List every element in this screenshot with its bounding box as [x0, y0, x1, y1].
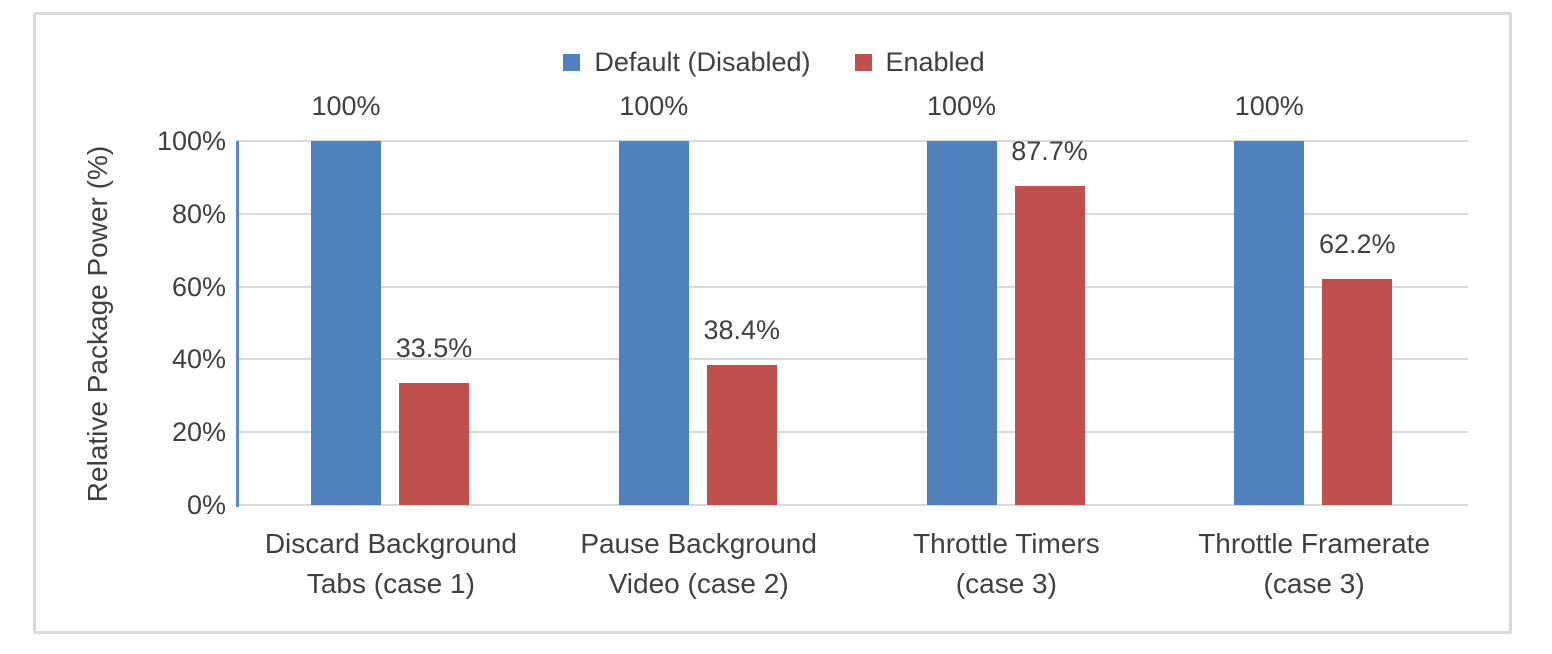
- enabled-bar-3: [1014, 185, 1085, 505]
- default-disabled-bar-value-label-1: 100%: [311, 91, 381, 121]
- legend-swatch-enabled-icon: [854, 53, 872, 71]
- y-tick-label: 80%: [171, 198, 226, 229]
- gridline: [237, 504, 1468, 506]
- y-tick-label: 60%: [171, 271, 226, 302]
- category-label-4: Throttle Framerate (case 3): [1198, 528, 1431, 599]
- gridline: [237, 431, 1468, 434]
- y-tick-label: 100%: [156, 126, 226, 156]
- default-disabled-bar-value-label-2: 100%: [619, 91, 689, 121]
- category-label-1: Discard Background Tabs (case 1): [264, 528, 517, 599]
- default-disabled-bar-2: [618, 141, 689, 505]
- enabled-bar-4: [1322, 278, 1393, 505]
- gridline: [237, 212, 1468, 215]
- enabled-bar-value-label-2: 38.4%: [703, 315, 781, 346]
- y-tick-label: 40%: [171, 344, 226, 375]
- legend-label-enabled: Enabled: [885, 47, 985, 77]
- y-axis-line: [236, 141, 239, 507]
- category-label-3: Throttle Timers (case 3): [913, 528, 1100, 599]
- enabled-bar-2: [706, 365, 777, 505]
- legend-swatch-default-disabled-icon: [563, 53, 581, 71]
- enabled-bar-value-label-1: 33.5%: [395, 333, 473, 364]
- category-label-2: Pause Background Video (case 2): [580, 528, 817, 599]
- default-disabled-bar-value-label-3: 100%: [926, 91, 997, 121]
- legend-label-default-disabled: Default (Disabled): [594, 47, 811, 77]
- legend-item-enabled: Enabled: [854, 46, 985, 78]
- default-disabled-bar-3: [926, 141, 997, 505]
- gridline: [237, 140, 1468, 142]
- y-tick-label: 0%: [186, 490, 226, 520]
- legend: Default (Disabled) Enabled: [33, 46, 1515, 78]
- y-axis-title: Relative Package Power (%): [82, 145, 113, 503]
- default-disabled-bar-1: [311, 141, 381, 505]
- default-disabled-bar-4: [1234, 141, 1305, 505]
- enabled-bar-value-label-3: 87.7%: [1011, 135, 1088, 166]
- enabled-bar-1: [399, 383, 469, 505]
- gridline: [237, 285, 1468, 288]
- y-tick-label: 20%: [171, 417, 226, 448]
- enabled-bar-value-label-4: 62.2%: [1318, 228, 1396, 259]
- legend-item-default-disabled: Default (Disabled): [563, 46, 811, 78]
- default-disabled-bar-value-label-4: 100%: [1234, 91, 1304, 121]
- gridline: [237, 358, 1468, 361]
